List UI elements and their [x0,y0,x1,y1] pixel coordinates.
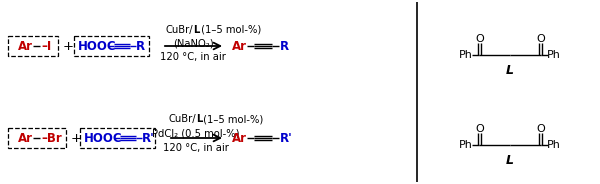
Text: O: O [536,34,545,44]
Text: –I: –I [41,40,51,52]
Text: 120 °C, in air: 120 °C, in air [160,52,226,62]
Text: L: L [506,64,514,77]
Text: O: O [475,124,484,134]
Text: (NaNO₂): (NaNO₂) [173,38,214,48]
Text: Ar: Ar [18,132,33,144]
Text: (1–5 mol-%): (1–5 mol-%) [197,25,261,35]
Text: HOOC: HOOC [84,132,122,144]
Text: L: L [196,114,202,124]
Text: L: L [193,25,199,35]
Text: R: R [136,40,145,52]
Text: R': R' [280,132,293,144]
Text: CuBr/: CuBr/ [166,25,193,35]
Text: –Br: –Br [41,132,62,144]
Text: CuBr/: CuBr/ [169,114,196,124]
Text: R': R' [142,132,155,144]
Text: (1–5 mol-%): (1–5 mol-%) [200,114,264,124]
Text: O: O [536,124,545,134]
Text: L: L [506,154,514,167]
Text: HOOC: HOOC [78,40,116,52]
Text: Ph: Ph [547,140,561,150]
Text: Ph: Ph [547,50,561,60]
Text: PdCl₂ (0.5 mol-%): PdCl₂ (0.5 mol-%) [152,128,240,138]
Text: Ar: Ar [232,132,247,144]
Text: Ar: Ar [232,40,247,52]
Text: +: + [71,132,82,144]
Text: Ph: Ph [459,140,473,150]
Text: R: R [280,40,289,52]
Text: Ph: Ph [459,50,473,60]
Text: 120 °C, in air: 120 °C, in air [163,143,229,153]
Text: O: O [475,34,484,44]
Text: Ar: Ar [18,40,33,52]
Text: +: + [62,40,74,52]
